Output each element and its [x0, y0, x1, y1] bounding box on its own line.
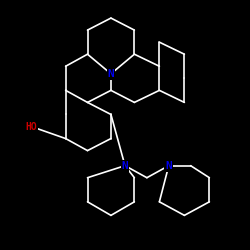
Text: N: N — [122, 161, 128, 171]
Text: N: N — [108, 69, 114, 79]
Text: HO: HO — [26, 122, 37, 132]
Text: N: N — [166, 161, 172, 171]
